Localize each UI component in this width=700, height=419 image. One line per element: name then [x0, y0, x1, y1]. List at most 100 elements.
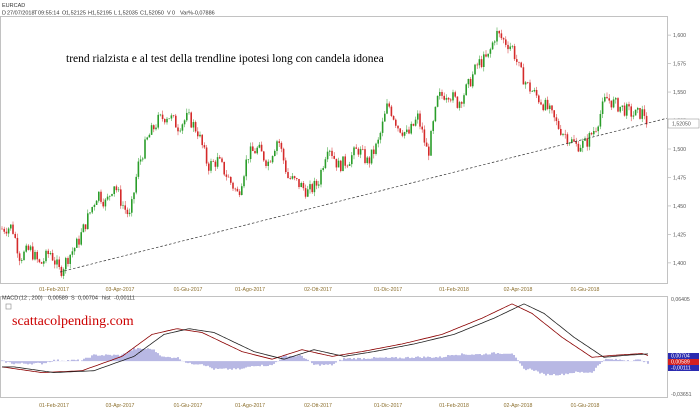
candle-body: [300, 183, 302, 188]
candle-body: [529, 82, 531, 92]
macd-badge: [668, 359, 699, 365]
candle-body: [122, 205, 124, 207]
candle-body: [135, 176, 137, 193]
time-axis-bottom: 01-Feb-2017 03-Apr-2017 01-Giu-2017 01-Ago-…: [39, 403, 599, 409]
candle-body: [480, 59, 483, 68]
candle-body: [575, 141, 577, 144]
candle-body: [100, 191, 102, 202]
candle-body: [95, 200, 98, 205]
last-price-text: 1,52050: [672, 122, 691, 128]
candle-body: [403, 132, 406, 136]
ohlc-time-label: T: [34, 11, 38, 17]
candle-body: [524, 82, 527, 85]
candle-body: [450, 99, 452, 101]
candle-body: [555, 117, 558, 122]
ohlc-header: D 27/07/2018 T 09:55:14 O 1,52125 H 1,52…: [2, 11, 215, 17]
candle-body: [538, 95, 540, 103]
candle-body: [166, 118, 168, 123]
candle-body: [190, 112, 192, 128]
candle-body: [637, 107, 639, 110]
candle-body: [390, 106, 393, 116]
candle-body: [36, 251, 38, 260]
candle-body: [588, 133, 591, 147]
candle-body: [370, 149, 373, 164]
candle-body: [465, 84, 467, 96]
candle-body: [67, 258, 69, 264]
price-tick-label: 1,425: [673, 232, 686, 238]
candle-body: [509, 46, 511, 50]
candle-body: [282, 148, 285, 161]
candle-body: [441, 91, 443, 96]
macd-histogram: [1, 348, 649, 376]
candle-body: [186, 112, 188, 121]
candle-body: [533, 89, 536, 92]
candle-body: [496, 30, 498, 42]
candle-body: [355, 147, 357, 149]
candle-body: [344, 156, 346, 166]
candle-body: [144, 139, 146, 159]
candle-body: [208, 163, 210, 171]
candle-body: [505, 39, 507, 45]
candle-body: [10, 224, 12, 229]
candle-body: [586, 138, 588, 147]
candle-body: [641, 109, 643, 119]
macd-label: MACD: [2, 296, 18, 302]
ohlc-date-label: D: [2, 11, 6, 17]
candle-body: [645, 115, 648, 125]
candle-body: [241, 186, 243, 196]
candle-body: [258, 144, 261, 148]
candle-body: [573, 139, 575, 142]
macd-settings-checkbox[interactable]: [5, 303, 12, 310]
candle-body: [287, 172, 289, 179]
candle-body: [434, 106, 437, 122]
candle-body: [73, 247, 76, 252]
ohlc-volume: 0: [172, 11, 175, 17]
candle-body: [181, 124, 184, 131]
candle-body: [535, 89, 538, 96]
time-tick-label: 03-Apr-2017: [106, 287, 135, 293]
candle-body: [120, 189, 122, 206]
candle-body: [368, 157, 371, 164]
candle-body: [476, 64, 478, 66]
macd-line: [1, 303, 649, 374]
candle-body: [410, 123, 412, 134]
time-tick-label: 01-Feb-2018: [439, 287, 469, 293]
candle-body: [271, 156, 274, 163]
candle-body: [516, 59, 518, 62]
time-tick-label: 01-Feb-2018: [439, 403, 469, 409]
candle-body: [236, 188, 239, 192]
candle-body: [175, 115, 177, 128]
candle-body: [320, 169, 322, 185]
candle-body: [216, 157, 219, 167]
candle-body: [278, 141, 280, 143]
candle-body: [194, 122, 197, 132]
candle-body: [267, 161, 269, 166]
candle-body: [25, 245, 27, 252]
candle-body: [386, 103, 388, 114]
macd-badge: [668, 353, 699, 359]
candle-body: [203, 145, 206, 148]
candle-body: [610, 100, 613, 108]
candle-body: [364, 149, 366, 164]
candle-body: [593, 130, 595, 135]
time-tick-label: 01-Ago-2017: [235, 287, 265, 293]
price-tick-label: 1,450: [673, 204, 686, 210]
candle-body: [544, 99, 547, 111]
candle-body: [98, 191, 100, 201]
candle-body: [621, 105, 624, 107]
candle-body: [395, 119, 397, 126]
ohlc-close-label: C: [140, 11, 144, 17]
candle-body: [243, 176, 245, 187]
macd-signal-line: [2, 303, 649, 374]
candle-body: [285, 160, 287, 173]
candle-body: [148, 134, 151, 138]
time-tick-label: 01-Giu-2018: [571, 403, 600, 409]
candle-body: [302, 183, 305, 189]
candle-body: [245, 159, 247, 177]
candle-body: [419, 113, 421, 127]
ohlc-change: -0,07886: [193, 11, 215, 17]
candle-body: [445, 97, 448, 100]
candle-body: [384, 113, 386, 122]
candle-body: [399, 128, 401, 133]
